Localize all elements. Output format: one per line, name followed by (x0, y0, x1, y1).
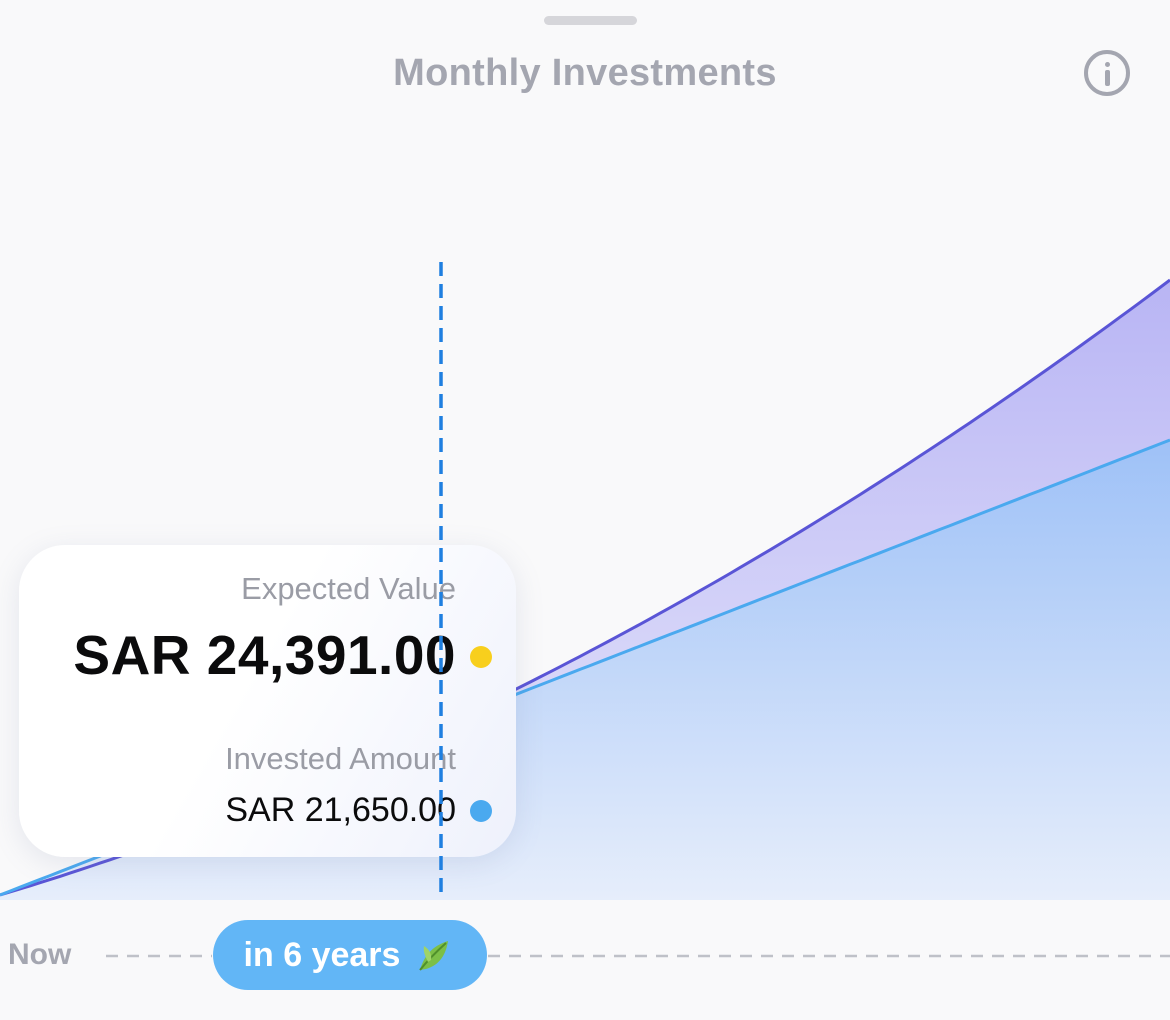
expected-legend-dot (470, 646, 492, 668)
timeline-start-label: Now (8, 938, 72, 971)
invested-amount-label: Invested Amount (225, 741, 456, 776)
page-title: Monthly Investments (393, 52, 777, 94)
info-button[interactable] (1084, 50, 1130, 96)
sheet-grabber[interactable] (544, 16, 637, 25)
time-selector-label: in 6 years (243, 935, 401, 974)
invested-legend-dot (470, 800, 492, 822)
time-selector-handle[interactable]: in 6 years (213, 920, 487, 990)
invested-amount-value: SAR 21,650.00 (225, 791, 456, 829)
value-tooltip: Expected Value SAR 24,391.00 Invested Am… (19, 545, 516, 857)
info-icon (1105, 62, 1110, 67)
leaf-icon (419, 941, 449, 971)
expected-value-label: Expected Value (241, 571, 456, 606)
expected-value-amount: SAR 24,391.00 (73, 624, 456, 686)
